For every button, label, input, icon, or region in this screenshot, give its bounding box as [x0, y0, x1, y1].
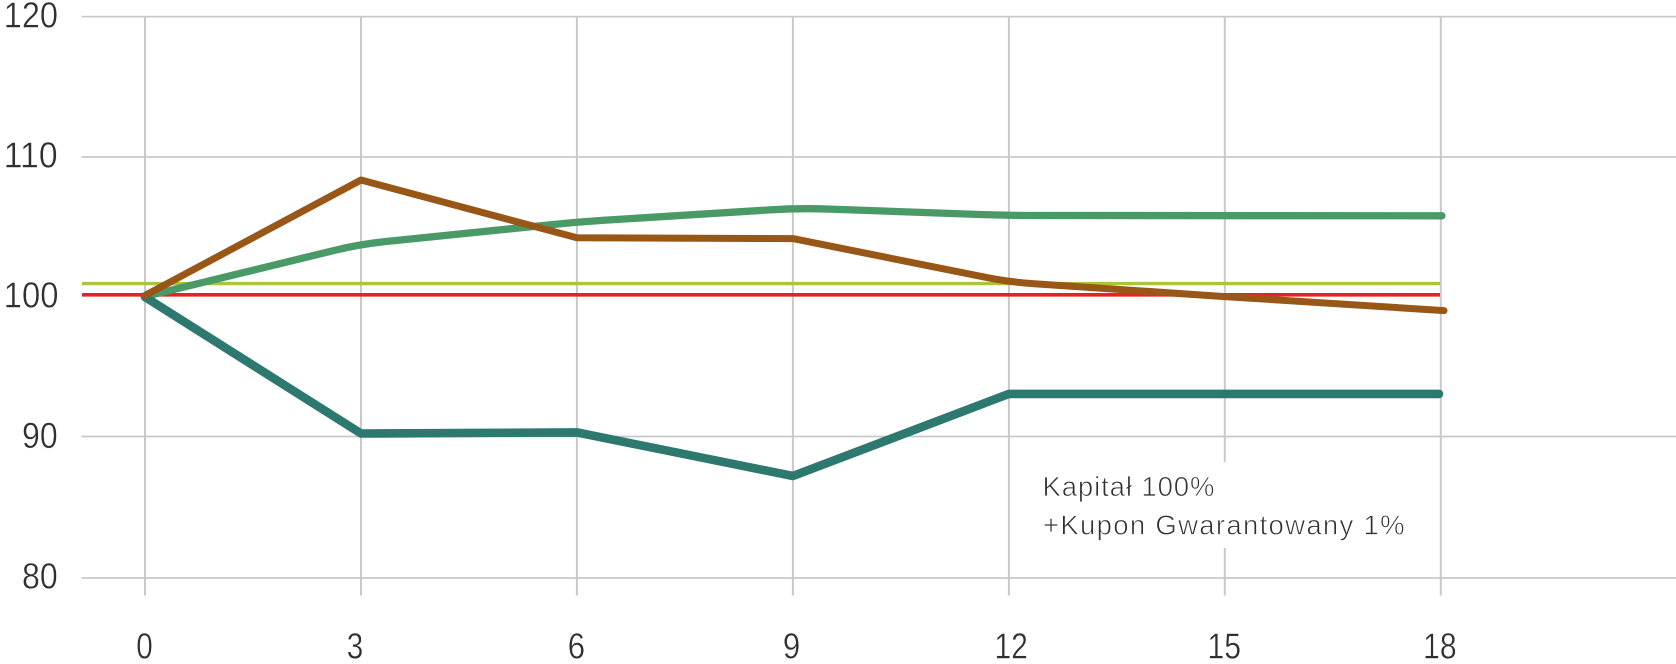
svg-text:110: 110	[4, 135, 58, 176]
svg-text:Kapitał 100%: Kapitał 100%	[1043, 471, 1215, 502]
svg-text:9: 9	[783, 626, 800, 660]
svg-text:+Kupon Gwarantowany 1%: +Kupon Gwarantowany 1%	[1043, 510, 1405, 541]
svg-text:18: 18	[1423, 626, 1457, 660]
svg-text:6: 6	[568, 626, 585, 660]
svg-text:120: 120	[4, 0, 58, 36]
svg-text:3: 3	[347, 626, 364, 660]
svg-text:90: 90	[22, 415, 58, 456]
svg-text:80: 80	[22, 555, 58, 596]
svg-text:100: 100	[4, 274, 59, 315]
svg-text:15: 15	[1208, 626, 1242, 660]
svg-text:0: 0	[136, 626, 153, 660]
svg-text:12: 12	[994, 626, 1028, 660]
